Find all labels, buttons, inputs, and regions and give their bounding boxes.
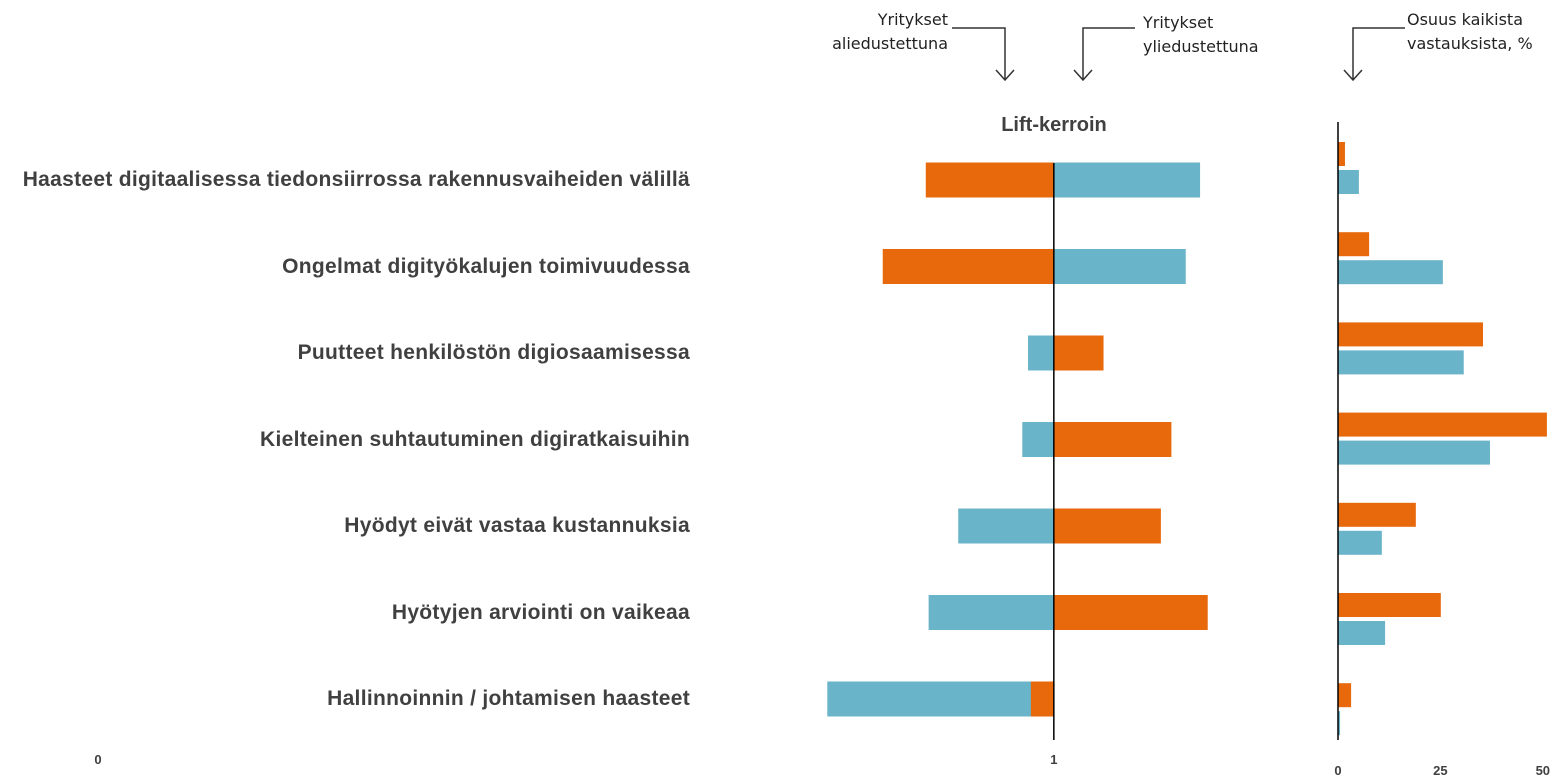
- bar: [1338, 530, 1382, 555]
- arrows: [952, 27, 1405, 82]
- x-tick-label: 25: [1433, 763, 1447, 778]
- bar: [1338, 711, 1341, 736]
- bar: [1338, 502, 1416, 527]
- annotation: Yritykset yliedustettuna: [1143, 13, 1259, 56]
- annotation: Osuus kaikista vastauksista, %: [1407, 10, 1533, 53]
- bar: [1053, 162, 1201, 198]
- bar: [1053, 422, 1172, 457]
- panel-title: Lift-kerroin: [1001, 114, 1107, 136]
- x-tick-label: 0: [94, 752, 101, 767]
- category-label: Puutteet henkilöstön digiosaamisessa: [297, 341, 690, 364]
- category-label: Ongelmat digityökalujen toimivuudessa: [282, 254, 690, 278]
- bar: [1030, 681, 1054, 717]
- bar: [1338, 232, 1370, 257]
- bar: [1022, 422, 1054, 457]
- bar: [1053, 335, 1104, 371]
- bar: [1053, 508, 1161, 544]
- x-tick-label: 50: [1536, 763, 1550, 778]
- bar: [958, 508, 1054, 544]
- bar: [882, 249, 1054, 284]
- category-label: Kielteinen suhtautuminen digiratkaisuihi…: [259, 427, 690, 451]
- x-tick-label: 1: [1050, 752, 1057, 767]
- bar: [1338, 621, 1386, 645]
- bar: [1053, 249, 1186, 284]
- bar: [1028, 335, 1054, 371]
- bar: [1338, 412, 1547, 437]
- category-label: Hyödyt eivät vastaa kustannuksia: [344, 514, 690, 537]
- bar: [1338, 350, 1464, 375]
- bar: [1338, 170, 1359, 194]
- bar: [1338, 683, 1352, 708]
- bar: [1338, 260, 1443, 285]
- category-label: Haasteet digitaalisessa tiedonsiirrossa …: [22, 168, 690, 191]
- bar: [827, 681, 1054, 717]
- category-label: Hallinnoinnin / johtamisen haasteet: [327, 687, 690, 710]
- bar: [1338, 593, 1441, 617]
- category-label: Hyötyjen arviointi on vaikeaa: [391, 600, 690, 624]
- annotation: Yritykset aliedustettuna: [832, 10, 948, 53]
- bar: [1338, 142, 1345, 166]
- bar: [928, 595, 1054, 630]
- bar: [1338, 322, 1484, 347]
- x-tick-label: 0: [1334, 763, 1341, 778]
- bar: [1338, 440, 1490, 465]
- bar: [1053, 595, 1208, 630]
- bar: [925, 162, 1054, 198]
